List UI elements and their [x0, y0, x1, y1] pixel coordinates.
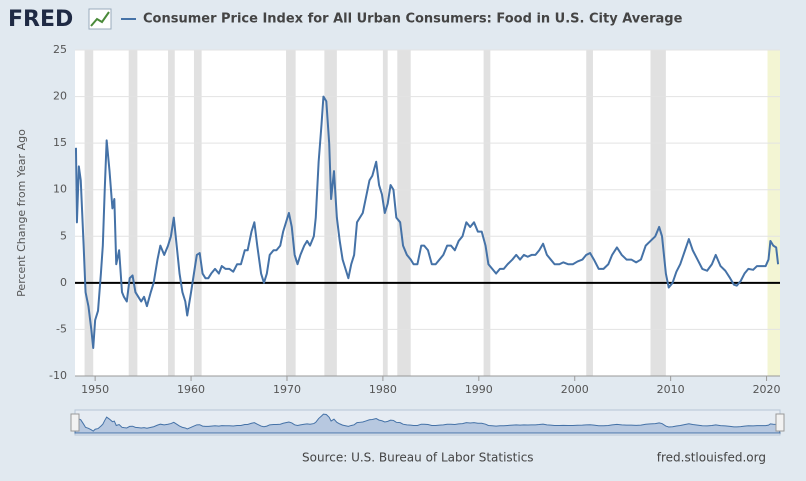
recession-band — [586, 50, 593, 376]
x-tick-label: 1980 — [369, 383, 397, 396]
recession-band — [168, 50, 175, 376]
recession-band — [650, 50, 666, 376]
recession-band — [128, 50, 138, 376]
navigator-handle[interactable] — [70, 413, 80, 432]
y-tick-label: 25 — [53, 43, 67, 56]
recession-band — [324, 50, 337, 376]
y-tick-label: 5 — [60, 229, 67, 242]
plot-area — [75, 50, 780, 376]
x-tick-label: 2000 — [561, 383, 589, 396]
data-line — [74, 95, 780, 350]
navigator-handle[interactable] — [775, 413, 785, 432]
recession-band — [397, 50, 411, 376]
x-tick-label: 1960 — [177, 383, 205, 396]
y-tick-label: -10 — [49, 369, 67, 382]
recession-band — [193, 50, 202, 376]
x-tick-label: 1950 — [81, 383, 109, 396]
y-tick-label: 0 — [60, 276, 67, 289]
recession-band — [84, 50, 94, 376]
source: Source: U.S. Bureau of Labor Statistics — [302, 451, 534, 465]
y-tick-label: 15 — [53, 136, 67, 149]
logo: FRED — [8, 7, 73, 32]
logo-icon — [88, 8, 112, 30]
y-tick-label: 10 — [53, 183, 67, 196]
site: fred.stlouisfed.org — [657, 451, 766, 465]
x-tick-label: 1970 — [273, 383, 301, 396]
recession-band — [483, 50, 491, 376]
x-tick-label: 1990 — [465, 383, 493, 396]
recession-band — [286, 50, 296, 376]
x-tick-label: 2020 — [753, 383, 781, 396]
highlight-band — [767, 50, 780, 376]
y-tick-label: 20 — [53, 90, 67, 103]
navigator-line — [74, 413, 781, 434]
legend-label: Consumer Price Index for All Urban Consu… — [143, 12, 683, 27]
y-tick-label: -5 — [56, 322, 67, 335]
y-axis-label: Percent Change from Year Ago — [15, 129, 28, 297]
x-tick-label: 2010 — [657, 383, 685, 396]
